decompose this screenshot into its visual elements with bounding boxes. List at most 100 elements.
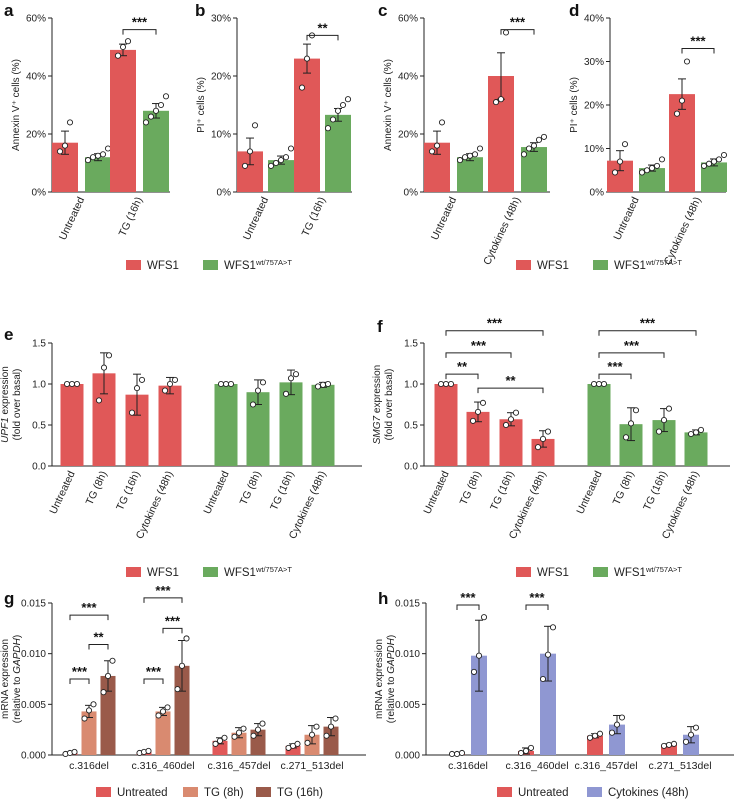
panel-f-1-1-data-point bbox=[627, 420, 635, 427]
panel-a-1-1-data-point bbox=[162, 93, 170, 100]
panel-g-1-1-data-point bbox=[155, 712, 162, 719]
panel-h-0-0-data-point bbox=[448, 750, 456, 758]
panel-b-significance-label: ** bbox=[317, 20, 328, 35]
panel-a-ytick-label: 0% bbox=[32, 188, 47, 199]
panel-g-ylabel-secondary: (relative to GAPDH) bbox=[12, 635, 23, 723]
panel-e-ytick-label: 1.5 bbox=[32, 339, 46, 350]
panel-d-0-1-data-point bbox=[678, 97, 686, 104]
panel-h-category-label: c.316del bbox=[448, 760, 488, 772]
panel-c-0-1-data-point bbox=[492, 99, 500, 106]
panel-f-0-3-data-point bbox=[539, 435, 547, 442]
panel-c-0-0-data-point bbox=[438, 119, 446, 126]
panel-d-ytick-label: 0% bbox=[590, 188, 605, 199]
panel-g-2-2-data-point bbox=[254, 726, 262, 733]
panel-e-1-0-data-point bbox=[227, 380, 235, 388]
panel-c-0-1-data-point bbox=[502, 29, 510, 36]
panel-c-ylabel: Annexin V⁺ cells (%) bbox=[383, 59, 394, 151]
panel-g-1-0-data-point bbox=[85, 707, 93, 714]
panel-h: h 0.000 0.005 0.010 0.015 mRNA expression (rel… bbox=[374, 589, 734, 772]
panel-b-1-1-data-point bbox=[339, 101, 347, 109]
panel-c-0-0-data-point bbox=[428, 148, 436, 155]
panel-g-1-2-data-point bbox=[231, 733, 238, 740]
panel-c-0-1-data-point bbox=[497, 96, 505, 103]
panel-e-0-1-data-point bbox=[100, 364, 108, 371]
panel-g-2-1-data-point bbox=[183, 635, 190, 642]
panel-f-1-2-data-point bbox=[655, 428, 663, 435]
panel-a-1-1-data-point bbox=[147, 113, 155, 120]
panel-g-1-0-data-point bbox=[90, 701, 97, 708]
panel-h-ylabel: mRNA expression bbox=[374, 639, 385, 719]
panel-a-ytick-label: 60% bbox=[26, 14, 46, 25]
panel-e-ylabel: UPF1 expression bbox=[0, 366, 11, 443]
panel-e-1-2-data-point bbox=[282, 390, 290, 397]
panel-b-0-1-data-point bbox=[298, 84, 306, 91]
panel-b-1-1-data-point bbox=[344, 96, 352, 103]
panel-c-ytick-label: 20% bbox=[398, 130, 418, 141]
panel-d-1-0-data-point bbox=[643, 167, 651, 174]
panel-b-ytick-label: 0% bbox=[217, 188, 232, 199]
panel-e-0-3-data-point bbox=[161, 387, 169, 394]
legend-swatch bbox=[256, 787, 271, 797]
panel-g-bracket bbox=[69, 614, 109, 621]
panel-g-ylabel: mRNA expression bbox=[0, 639, 11, 719]
legend-swatch bbox=[587, 787, 602, 797]
panel-h-1-1-data-point bbox=[539, 675, 547, 683]
panel-h-1-1-data-point bbox=[549, 624, 557, 631]
panel-a: a 0% 20% 40% 60% Annexin V⁺ cells (%) Untreate… bbox=[4, 1, 170, 242]
panel-g-2-2-data-point bbox=[250, 732, 257, 739]
panel-a-category-label: TG (16h) bbox=[117, 195, 146, 238]
panel-g-category-label: c.271_513del bbox=[280, 760, 343, 772]
panel-h-1-3-data-point bbox=[692, 724, 700, 731]
panel-a-0-1-bar bbox=[110, 49, 136, 193]
panel-a-0-1-data-point bbox=[114, 52, 122, 59]
panel-e-1-2-bar bbox=[279, 382, 303, 466]
panel-b-0-1-bar bbox=[294, 58, 320, 192]
panel-g-category-label: c.316_460del bbox=[131, 760, 194, 772]
panel-b-ytick-label: 30% bbox=[211, 14, 231, 25]
panel-f-bracket bbox=[445, 373, 479, 380]
panel-b-1-0-data-point bbox=[267, 162, 275, 169]
panel-e-1-0-bar bbox=[214, 384, 238, 466]
panel-a-0-0-data-point bbox=[56, 148, 64, 155]
panel-h-ylabel-secondary: (relative to GAPDH) bbox=[386, 635, 397, 723]
panel-f-1-1-data-point bbox=[622, 434, 630, 441]
panel-h-0-2-data-point bbox=[586, 734, 594, 741]
panel-f-significance-label: *** bbox=[640, 316, 656, 331]
panel-e-ytick-label: 1.0 bbox=[32, 380, 46, 391]
legend-swatch bbox=[497, 787, 512, 797]
panel-c-1-1-data-point bbox=[540, 133, 548, 140]
panel-g-ytick-label: 0.015 bbox=[21, 599, 46, 610]
panel-f-0-1-data-point bbox=[469, 417, 477, 424]
panel-h-significance-label: *** bbox=[529, 590, 545, 605]
panel-f-category-label: TG (16h) bbox=[488, 469, 517, 512]
panel-b-ytick-label: 20% bbox=[211, 72, 231, 83]
panel-h-1-0-data-point bbox=[475, 652, 483, 659]
panel-g: g 0.000 0.005 0.010 0.015 mRNA expression (rel… bbox=[0, 583, 366, 772]
panel-g-1-1-bar bbox=[155, 711, 171, 755]
panel-e-0-1-data-point bbox=[105, 352, 113, 359]
panel-g-1-3-data-point bbox=[308, 731, 316, 738]
legend-swatch bbox=[96, 787, 111, 797]
panel-h-ytick-label: 0.005 bbox=[395, 700, 420, 711]
panel-b-1-0-data-point bbox=[287, 145, 295, 152]
legend-label: WFS1wt/757A>T bbox=[224, 258, 292, 272]
panel-b-0-1-data-point bbox=[303, 55, 311, 62]
panel-f-category-label: TG (8h) bbox=[611, 469, 637, 507]
legend-row2-right: WFS1 WFS1wt/757A>T bbox=[516, 565, 682, 579]
panel-f-0-2-data-point bbox=[502, 421, 510, 429]
panel-a-category-label: Untreated bbox=[57, 195, 87, 242]
panel-d-1-1-data-point bbox=[700, 162, 708, 169]
panel-f-0-0-bar bbox=[434, 384, 458, 466]
panel-h-1-2-data-point bbox=[608, 729, 616, 736]
panel-b: b 0% 10% 20% 30% PI⁺ cells (%) Untreated TG (16… bbox=[195, 1, 352, 242]
panel-g-significance-label: *** bbox=[155, 583, 171, 598]
panel-h-0-0-data-point bbox=[453, 750, 461, 758]
panel-g-significance-label: *** bbox=[72, 664, 88, 679]
panel-f-ylabel: SMG7 expression bbox=[372, 365, 383, 444]
panel-e-letter: e bbox=[4, 325, 13, 344]
panel-d-1-0-data-point bbox=[638, 169, 646, 176]
panel-a-1-0-data-point bbox=[94, 152, 102, 159]
panel-e: e 0.0 0.5 1.0 1.5 UPF1 expression (fold over b… bbox=[0, 325, 362, 541]
